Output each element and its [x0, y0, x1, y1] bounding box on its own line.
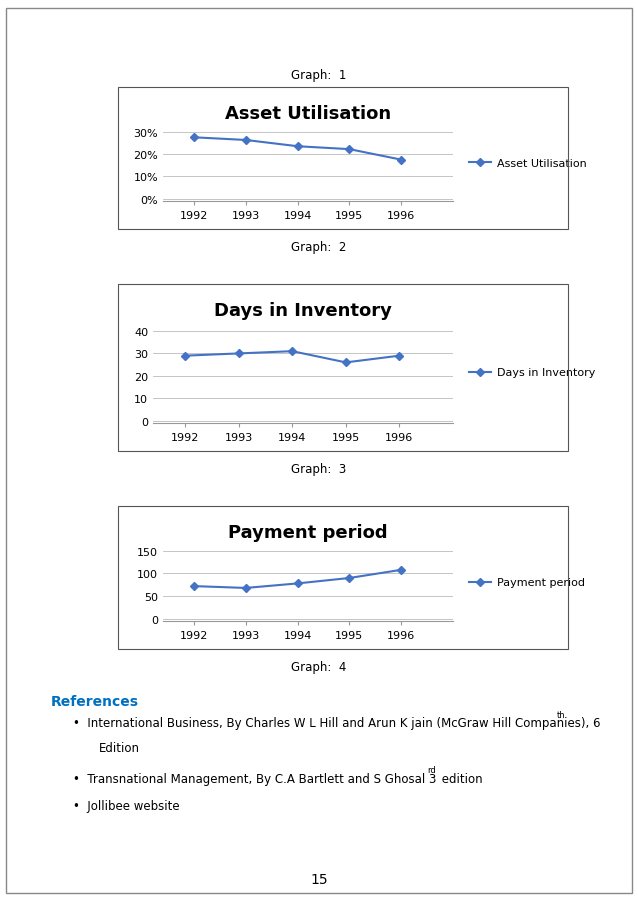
Text: Edition: Edition	[99, 741, 140, 754]
Text: Graph:  2: Graph: 2	[292, 241, 346, 254]
Legend: Days in Inventory: Days in Inventory	[464, 364, 600, 382]
Text: rd: rd	[427, 766, 436, 775]
Text: edition: edition	[438, 772, 482, 785]
Text: •  Jollibee website: • Jollibee website	[73, 799, 180, 813]
Text: Graph:  4: Graph: 4	[292, 661, 346, 674]
Legend: Asset Utilisation: Asset Utilisation	[464, 154, 591, 173]
Text: 15: 15	[310, 872, 328, 887]
Title: Payment period: Payment period	[228, 523, 388, 541]
Text: •  International Business, By Charles W L Hill and Arun K jain (McGraw Hill Comp: • International Business, By Charles W L…	[73, 716, 601, 729]
Text: th: th	[556, 710, 565, 719]
Text: References: References	[51, 695, 139, 708]
Text: •  Transnational Management, By C.A Bartlett and S Ghosal 3: • Transnational Management, By C.A Bartl…	[73, 772, 437, 785]
Title: Days in Inventory: Days in Inventory	[214, 302, 392, 319]
Text: Graph:  3: Graph: 3	[292, 463, 346, 476]
Legend: Payment period: Payment period	[464, 574, 589, 593]
Title: Asset Utilisation: Asset Utilisation	[225, 105, 391, 123]
Text: Graph:  1: Graph: 1	[292, 69, 346, 82]
